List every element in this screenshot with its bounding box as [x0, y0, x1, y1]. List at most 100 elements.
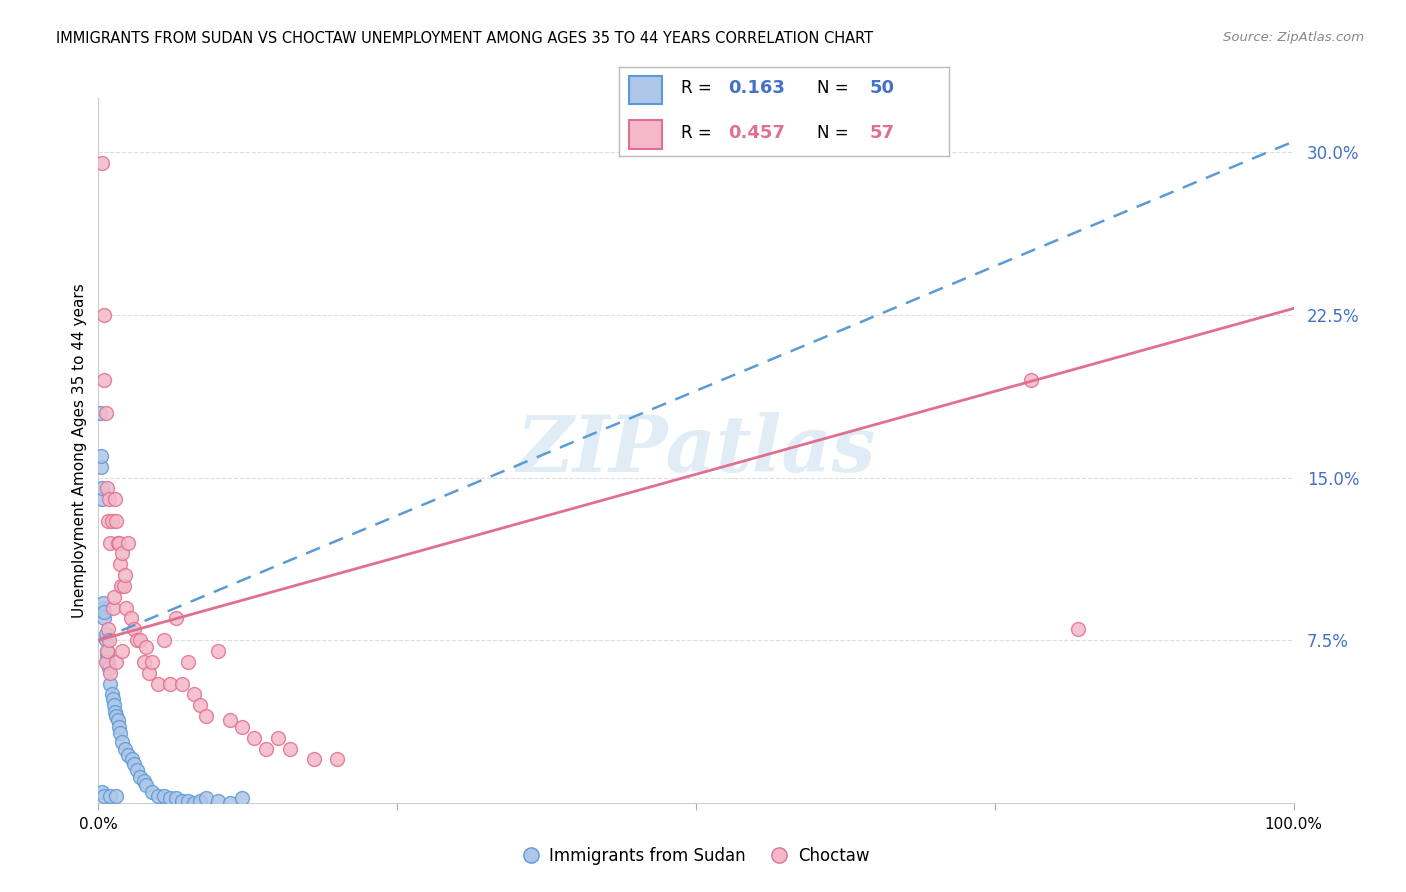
Point	[125, 764, 148, 778]
Point	[153, 789, 176, 804]
Point	[104, 492, 127, 507]
Point	[159, 791, 181, 805]
Point	[103, 698, 125, 713]
Point	[100, 687, 122, 701]
Text: R =: R =	[682, 79, 717, 97]
Point	[93, 308, 115, 322]
Point	[148, 676, 170, 690]
Point	[153, 633, 176, 648]
Point	[124, 756, 146, 771]
Text: 0.163: 0.163	[728, 79, 785, 97]
Point	[91, 596, 114, 610]
Text: R =: R =	[682, 124, 717, 142]
Point	[93, 373, 115, 387]
Point	[159, 676, 181, 690]
Point	[98, 665, 122, 680]
Point	[107, 535, 129, 549]
Point	[1067, 623, 1090, 637]
Point	[138, 665, 160, 680]
Point	[97, 514, 120, 528]
Point	[90, 459, 112, 474]
Point	[96, 644, 118, 658]
Point	[124, 623, 146, 637]
FancyBboxPatch shape	[628, 76, 662, 104]
Text: N =: N =	[817, 79, 853, 97]
Point	[132, 774, 155, 789]
Point	[111, 644, 134, 658]
Point	[101, 691, 124, 706]
Point	[96, 648, 118, 663]
Point	[94, 626, 117, 640]
Point	[172, 676, 194, 690]
Point	[278, 741, 301, 756]
Point	[148, 789, 170, 804]
Point	[94, 405, 117, 419]
Point	[117, 748, 139, 763]
Point	[97, 655, 120, 669]
Point	[188, 794, 211, 808]
Point	[91, 600, 114, 615]
Point	[93, 789, 115, 804]
Point	[115, 600, 138, 615]
Point	[165, 791, 187, 805]
Point	[114, 568, 136, 582]
Point	[177, 655, 200, 669]
Point	[165, 611, 187, 625]
Point	[110, 579, 132, 593]
Point	[93, 611, 115, 625]
Point	[111, 546, 134, 560]
Point	[219, 714, 242, 728]
Point	[111, 735, 134, 749]
Point	[177, 794, 200, 808]
Point	[183, 796, 205, 810]
Point	[188, 698, 211, 713]
Point	[112, 579, 135, 593]
Point	[125, 633, 148, 648]
Point	[91, 785, 114, 799]
Point	[98, 676, 122, 690]
Point	[91, 482, 114, 496]
Point	[326, 752, 349, 766]
Point	[91, 156, 114, 170]
Point	[108, 726, 131, 740]
Legend: Immigrants from Sudan, Choctaw: Immigrants from Sudan, Choctaw	[516, 840, 876, 872]
Point	[108, 558, 131, 572]
Point	[302, 752, 325, 766]
Point	[231, 720, 253, 734]
Text: IMMIGRANTS FROM SUDAN VS CHOCTAW UNEMPLOYMENT AMONG AGES 35 TO 44 YEARS CORRELAT: IMMIGRANTS FROM SUDAN VS CHOCTAW UNEMPLO…	[56, 31, 873, 46]
Point	[98, 492, 121, 507]
Point	[101, 600, 124, 615]
Point	[183, 687, 205, 701]
Point	[141, 655, 163, 669]
Text: 0.457: 0.457	[728, 124, 785, 142]
Point	[104, 705, 127, 719]
Y-axis label: Unemployment Among Ages 35 to 44 years: Unemployment Among Ages 35 to 44 years	[72, 283, 87, 618]
Point	[172, 794, 194, 808]
FancyBboxPatch shape	[628, 120, 662, 149]
Point	[207, 644, 229, 658]
Point	[135, 779, 157, 793]
Point	[107, 720, 129, 734]
Point	[219, 796, 242, 810]
Text: 57: 57	[870, 124, 894, 142]
Point	[1019, 373, 1042, 387]
Text: Source: ZipAtlas.com: Source: ZipAtlas.com	[1223, 31, 1364, 45]
Point	[141, 785, 163, 799]
Point	[107, 535, 129, 549]
Point	[98, 789, 122, 804]
Point	[98, 633, 121, 648]
Point	[117, 535, 139, 549]
Point	[105, 514, 128, 528]
Point	[120, 611, 142, 625]
Point	[100, 514, 122, 528]
Point	[105, 709, 128, 723]
Point	[254, 741, 277, 756]
Point	[96, 482, 118, 496]
Point	[114, 741, 136, 756]
Point	[129, 770, 152, 784]
Point	[121, 752, 143, 766]
Point	[97, 623, 120, 637]
Text: N =: N =	[817, 124, 853, 142]
Point	[242, 731, 264, 745]
Point	[89, 405, 111, 419]
